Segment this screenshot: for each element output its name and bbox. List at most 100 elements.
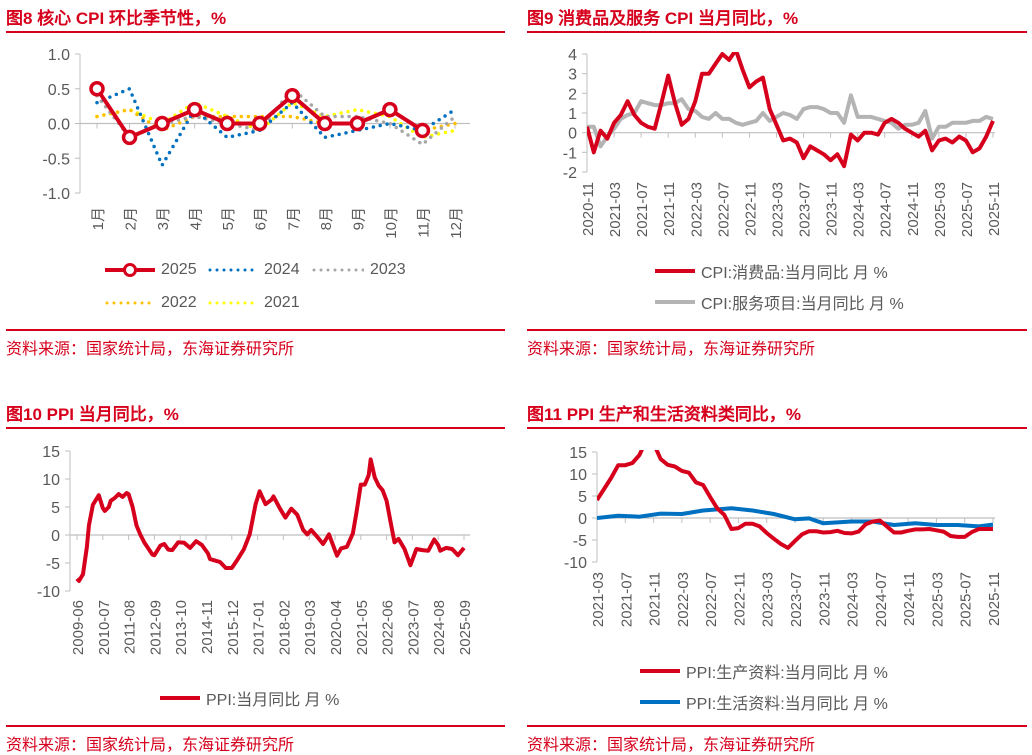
x-tick-label: 2019-03	[302, 600, 319, 655]
x-tick-label: 1月	[90, 207, 107, 230]
y-tick-label: 0	[51, 528, 60, 545]
legend-swatch-dotted-icon	[208, 301, 258, 305]
y-tick-label: -5	[46, 556, 60, 573]
chart8-source-rule	[6, 329, 505, 331]
legend-swatch-line-icon	[655, 300, 695, 304]
chart11-source-rule	[527, 725, 1027, 727]
y-tick-label: 0	[568, 126, 577, 143]
legend-label: 2022	[161, 294, 197, 311]
x-tick-label: 8月	[318, 207, 335, 230]
x-tick-label: 2025-11	[986, 182, 1003, 236]
chart-8: 1.0 0.5 0.0 -0.5 -1.0 1月 2月 3月 4月 5月 6月 7月 8月 9月 10月 11…	[42, 47, 470, 239]
data-point-marker	[219, 115, 235, 132]
legend-swatch-line-icon	[640, 700, 680, 704]
legend-item-production: PPI:生产资料:当月同比 月 %	[640, 659, 888, 683]
legend-item-2021: 2021	[208, 294, 300, 312]
data-point-marker	[414, 122, 431, 139]
data-point-marker	[284, 87, 301, 104]
chart8-title-rule	[6, 31, 505, 33]
y-tick-label: 2	[568, 86, 577, 103]
legend-swatch-line-icon	[640, 669, 680, 673]
legend-label: CPI:消费品:当月同比 月 %	[701, 265, 888, 282]
data-point-marker	[121, 129, 138, 146]
x-tick-label: 2022-07	[715, 182, 732, 237]
x-tick-label: 2023-03	[769, 182, 786, 237]
legend-swatch-line-icon	[655, 269, 695, 273]
y-tick-label: -2	[563, 165, 577, 182]
data-point-marker	[186, 101, 203, 118]
x-tick-label: 2021-07	[634, 182, 651, 237]
y-tick-label: -1	[563, 145, 577, 162]
y-tick-label: -5	[573, 533, 587, 550]
chart8-source: 资料来源：国家统计局，东海证券研究所	[6, 341, 295, 358]
x-tick-label: 2024-11	[905, 182, 922, 236]
x-tick-label: 2025-07	[958, 572, 975, 627]
data-point-marker	[251, 115, 268, 132]
legend-item-services: CPI:服务项目:当月同比 月 %	[655, 290, 904, 314]
x-tick-label: 2025-09	[457, 600, 474, 655]
x-tick-label: 2022-03	[688, 182, 705, 237]
x-tick-label: 2025-03	[929, 572, 946, 627]
data-point-marker	[382, 101, 398, 118]
legend-label: CPI:服务项目:当月同比 月 %	[701, 296, 904, 313]
x-tick-label: 2021-03	[607, 182, 624, 237]
legend-label: PPI:当月同比 月 %	[206, 692, 340, 709]
y-tick-label: -10	[564, 555, 587, 572]
data-point-marker	[317, 115, 333, 132]
legend-swatch-line-icon	[160, 696, 200, 700]
x-tick-label: 4月	[188, 207, 205, 230]
series-line-PPI:当月同比 月 %	[75, 457, 466, 583]
chart9-title-rule	[527, 31, 1027, 33]
series-line-PPI:生活资料:当月同比 月 %	[597, 506, 994, 529]
y-tick-label: 0.5	[48, 82, 70, 99]
x-tick-label: 2022-11	[731, 572, 748, 626]
x-tick-label: 2021-11	[661, 182, 678, 236]
x-tick-label: 7月	[285, 207, 302, 230]
y-tick-label: -1.0	[42, 186, 70, 203]
x-tick-label: 2022-06	[380, 600, 397, 655]
y-tick-label: 1	[568, 106, 577, 123]
x-tick-label: 2021-05	[354, 600, 371, 655]
legend-swatch-dotted-icon	[105, 301, 155, 305]
x-tick-label: 2023-11	[824, 182, 841, 236]
legend-swatch-solid-marker-icon	[105, 263, 155, 277]
x-tick-label: 2023-07	[788, 572, 805, 627]
x-tick-label: 2020-04	[328, 600, 345, 655]
x-tick-label: 5月	[220, 207, 237, 230]
x-tick-label: 2010-07	[96, 600, 113, 655]
x-tick-label: 2024-03	[845, 572, 862, 627]
legend-item-2025: 2025	[105, 261, 197, 279]
legend-item-ppi: PPI:当月同比 月 %	[160, 686, 339, 710]
x-tick-label: 2021-07	[618, 572, 635, 627]
y-tick-label: 15	[569, 445, 587, 462]
chart10-source-rule	[6, 725, 505, 727]
x-tick-label: 2月	[123, 207, 140, 230]
chart10-title: 图10 PPI 当月同比，%	[6, 405, 179, 424]
chart9-source-rule	[527, 329, 1027, 331]
data-point-marker	[154, 115, 170, 132]
legend-swatch-dotted-icon	[312, 268, 364, 272]
chart11-title: 图11 PPI 生产和生活资料类同比，%	[527, 405, 801, 424]
y-tick-label: 10	[569, 467, 587, 484]
x-tick-label: 2021-11	[647, 572, 664, 626]
series-line-CPI:消费品:当月同比 月 %	[587, 52, 995, 169]
legend-item-living: PPI:生活资料:当月同比 月 %	[640, 690, 888, 714]
legend-item-2022: 2022	[105, 294, 197, 312]
x-tick-label: 2025-07	[959, 182, 976, 237]
y-tick-label: 10	[42, 472, 60, 489]
x-tick-label: 2017-01	[251, 600, 268, 655]
chart9-title: 图9 消费品及服务 CPI 当月同比，%	[527, 9, 799, 28]
x-tick-label: 2009-06	[70, 600, 87, 655]
x-tick-label: 2023-03	[760, 572, 777, 627]
x-tick-label: 2013-10	[173, 600, 190, 655]
x-tick-label: 10月	[383, 207, 400, 239]
y-tick-label: 5	[578, 489, 587, 506]
legend-swatch-dotted-icon	[208, 268, 258, 272]
x-tick-label: 2024-07	[873, 572, 890, 627]
x-tick-label: 2014-11	[199, 600, 216, 654]
chart8-title: 图8 核心 CPI 环比季节性，%	[6, 9, 227, 28]
x-tick-label: 2023-11	[816, 572, 833, 626]
